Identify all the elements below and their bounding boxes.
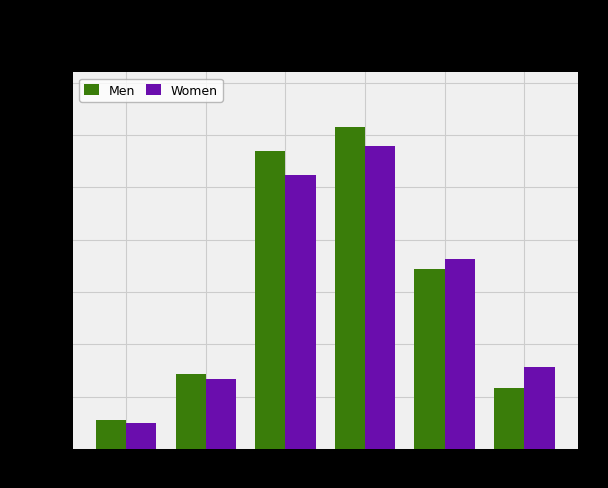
Bar <box>176 374 206 449</box>
Bar <box>96 420 126 449</box>
Bar <box>126 423 156 449</box>
Bar <box>286 176 316 449</box>
Bar <box>255 151 286 449</box>
Legend: Men, Women: Men, Women <box>79 80 223 102</box>
Bar <box>415 269 444 449</box>
Bar <box>444 259 475 449</box>
Bar <box>524 367 554 449</box>
Bar <box>494 388 524 449</box>
Bar <box>365 146 395 449</box>
Bar <box>206 379 236 449</box>
Bar <box>335 127 365 449</box>
